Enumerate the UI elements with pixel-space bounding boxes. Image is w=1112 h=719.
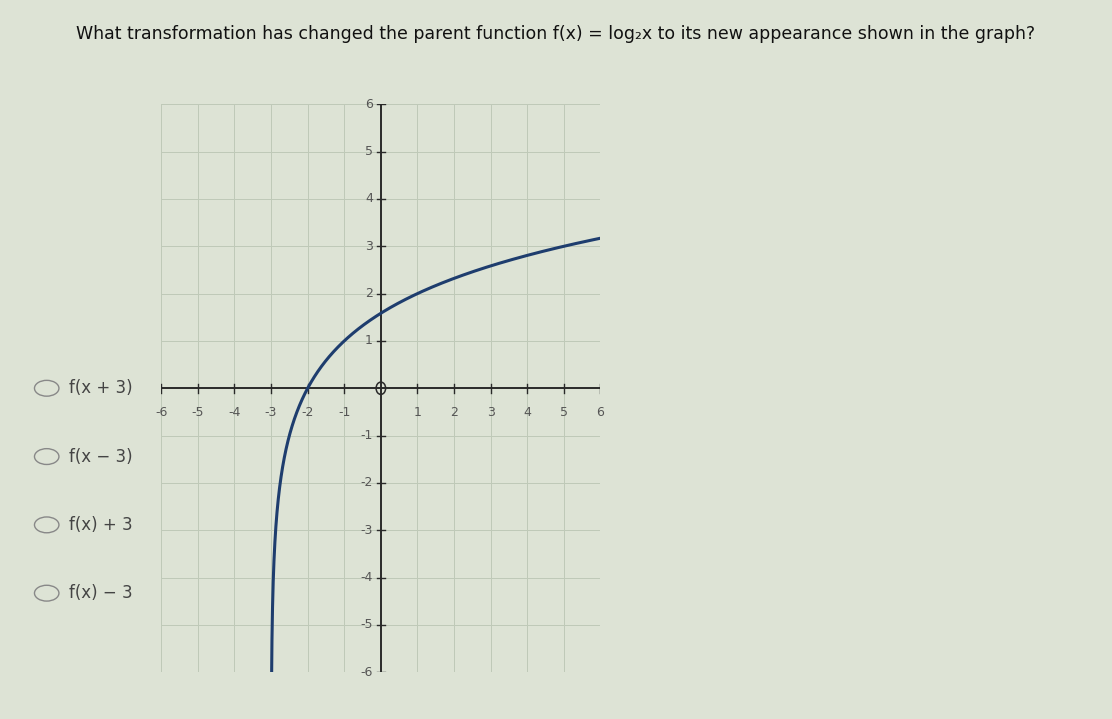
Text: 3: 3 [365, 239, 373, 253]
Text: 2: 2 [365, 287, 373, 300]
Text: -4: -4 [228, 406, 240, 419]
Text: 4: 4 [524, 406, 532, 419]
Text: -5: -5 [191, 406, 205, 419]
Text: -4: -4 [360, 571, 373, 584]
Text: 6: 6 [596, 406, 605, 419]
Text: 5: 5 [559, 406, 568, 419]
Text: 6: 6 [365, 98, 373, 111]
Text: f(x − 3): f(x − 3) [69, 447, 132, 466]
Text: 3: 3 [487, 406, 495, 419]
Text: -1: -1 [338, 406, 350, 419]
Text: f(x + 3): f(x + 3) [69, 379, 132, 398]
Text: -3: -3 [265, 406, 277, 419]
Text: -1: -1 [360, 429, 373, 442]
Text: -6: -6 [360, 666, 373, 679]
Text: f(x) − 3: f(x) − 3 [69, 584, 132, 603]
Text: -3: -3 [360, 523, 373, 537]
Text: -2: -2 [360, 477, 373, 490]
Text: 1: 1 [365, 334, 373, 347]
Text: -6: -6 [155, 406, 168, 419]
Text: What transformation has changed the parent function f(x) = log₂x to its new appe: What transformation has changed the pare… [77, 25, 1035, 43]
Text: 4: 4 [365, 193, 373, 206]
Text: 5: 5 [365, 145, 373, 158]
Text: 2: 2 [450, 406, 458, 419]
Text: 1: 1 [414, 406, 421, 419]
Text: -2: -2 [301, 406, 314, 419]
Text: -5: -5 [360, 618, 373, 631]
Text: f(x) + 3: f(x) + 3 [69, 516, 132, 534]
